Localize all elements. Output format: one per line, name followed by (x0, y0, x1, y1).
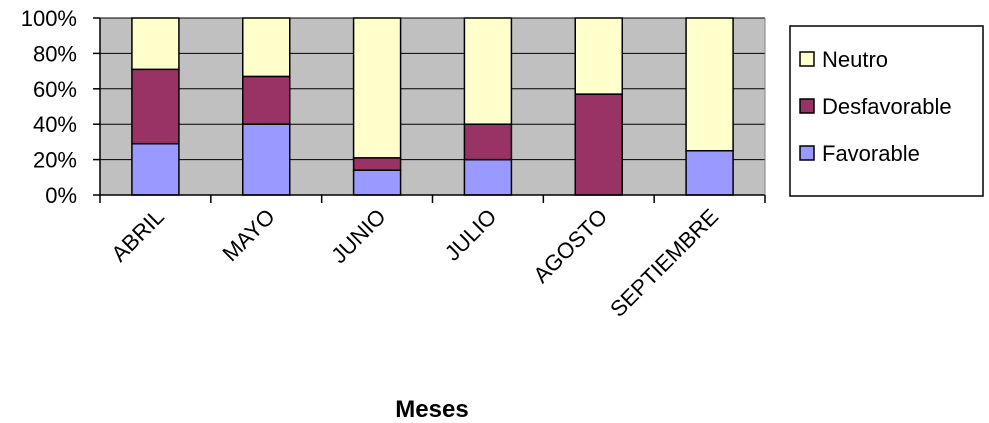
bar-segment-favorable (685, 150, 734, 196)
legend[interactable]: Neutro Desfavorable Favorable (789, 25, 984, 197)
y-tick-label: 20% (33, 148, 77, 173)
y-tick-label: 80% (33, 41, 77, 66)
x-tick-label: SEPTIEMBRE (605, 204, 723, 322)
bar-segment-favorable (352, 169, 402, 196)
axes (93, 17, 766, 203)
bars (131, 17, 734, 196)
bar-segment-neutro (242, 17, 291, 78)
bar-segment-neutro (463, 17, 513, 125)
legend-swatch (799, 145, 815, 161)
bar-segment-neutro (685, 17, 734, 152)
bar-segment-desfavorable (131, 68, 180, 145)
bar-segment-neutro (352, 17, 402, 159)
x-tick-label: MAYO (217, 204, 279, 266)
bar-segment-desfavorable (242, 75, 291, 125)
bar-segment-desfavorable (463, 123, 513, 161)
x-tick-label: AGOSTO (528, 204, 612, 288)
bar-segment-desfavorable (574, 93, 623, 196)
legend-item-favorable[interactable]: Favorable (799, 141, 920, 166)
legend-swatch (799, 98, 815, 114)
x-tick-label: JULIO (440, 204, 502, 266)
y-tick-label: 100% (21, 6, 77, 31)
legend-item-desfavorable[interactable]: Desfavorable (799, 94, 952, 119)
legend-label: Desfavorable (822, 94, 952, 119)
gridlines (100, 17, 765, 161)
legend-label: Favorable (822, 141, 920, 166)
x-tick-label: JUNIO (326, 204, 390, 268)
x-tick-label: ABRIL (106, 204, 169, 267)
y-tick-label: 0% (45, 183, 77, 208)
legend-swatch (799, 51, 815, 67)
y-tick-label: 40% (33, 112, 77, 137)
bar-segment-desfavorable (352, 157, 402, 171)
y-tick-label: 60% (33, 77, 77, 102)
bar-segment-neutro (574, 17, 623, 95)
bar-segment-favorable (131, 142, 180, 196)
x-axis-title: Meses (395, 396, 468, 423)
bar-segment-favorable (463, 158, 513, 196)
legend-item-neutro[interactable]: Neutro (799, 47, 888, 72)
legend-label: Neutro (822, 47, 888, 72)
bar-segment-favorable (242, 123, 291, 196)
y-tick-labels: 0% 20% 40% 60% 80% 100% (21, 6, 77, 208)
plot-area (100, 18, 765, 195)
bar-segment-neutro (131, 17, 180, 71)
legend-box (789, 25, 984, 197)
